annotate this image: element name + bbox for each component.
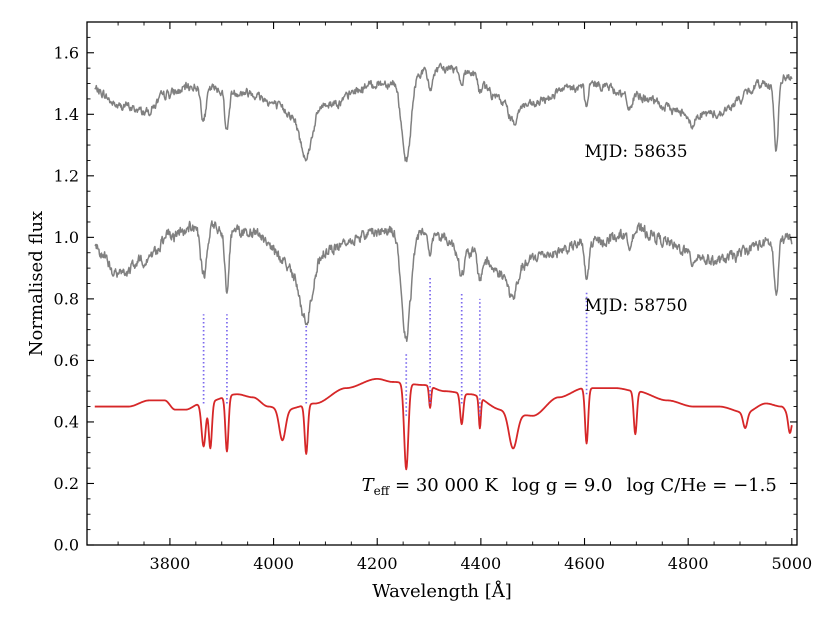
- x-tick-label: 4000: [253, 554, 294, 573]
- logche-value: log C/He = −1.5: [627, 475, 777, 496]
- model-parameters-label: Teff = 30 000 K log g = 9.0 log C/He = −1.…: [362, 475, 777, 498]
- y-tick-label: 0.0: [54, 536, 79, 555]
- y-tick-label: 1.2: [54, 166, 79, 185]
- x-tick-label: 5000: [771, 554, 812, 573]
- logg-value: log g = 9.0: [512, 475, 613, 496]
- x-tick-label: 3800: [150, 554, 191, 573]
- y-tick-label: 1.0: [54, 228, 79, 247]
- y-tick-label: 0.4: [54, 412, 79, 431]
- series-line-0: [94, 62, 793, 163]
- y-tick-label: 1.4: [54, 105, 79, 124]
- annotation-mjd-58635: MJD: 58635: [585, 142, 688, 162]
- x-tick-label: 4800: [668, 554, 709, 573]
- y-tick-label: 0.2: [54, 474, 79, 493]
- y-tick-label: 0.6: [54, 351, 79, 370]
- y-tick-label: 1.6: [54, 43, 79, 62]
- plot-area: [94, 62, 793, 471]
- series-line-2: [94, 377, 793, 471]
- y-tick-label: 0.8: [54, 289, 79, 308]
- teff-value: = 30 000 K: [389, 475, 498, 496]
- plot-frame: [86, 21, 798, 546]
- x-tick-label: 4200: [357, 554, 398, 573]
- y-axis-label: Normalised flux: [26, 211, 47, 356]
- series-line-1: [94, 220, 793, 342]
- teff-symbol: T: [362, 475, 376, 496]
- x-tick-label: 4600: [564, 554, 605, 573]
- x-axis-label: Wavelength [Å]: [372, 580, 512, 602]
- annotation-mjd-58750: MJD: 58750: [585, 296, 688, 316]
- x-tick-label: 4400: [461, 554, 502, 573]
- teff-subscript: eff: [374, 484, 391, 498]
